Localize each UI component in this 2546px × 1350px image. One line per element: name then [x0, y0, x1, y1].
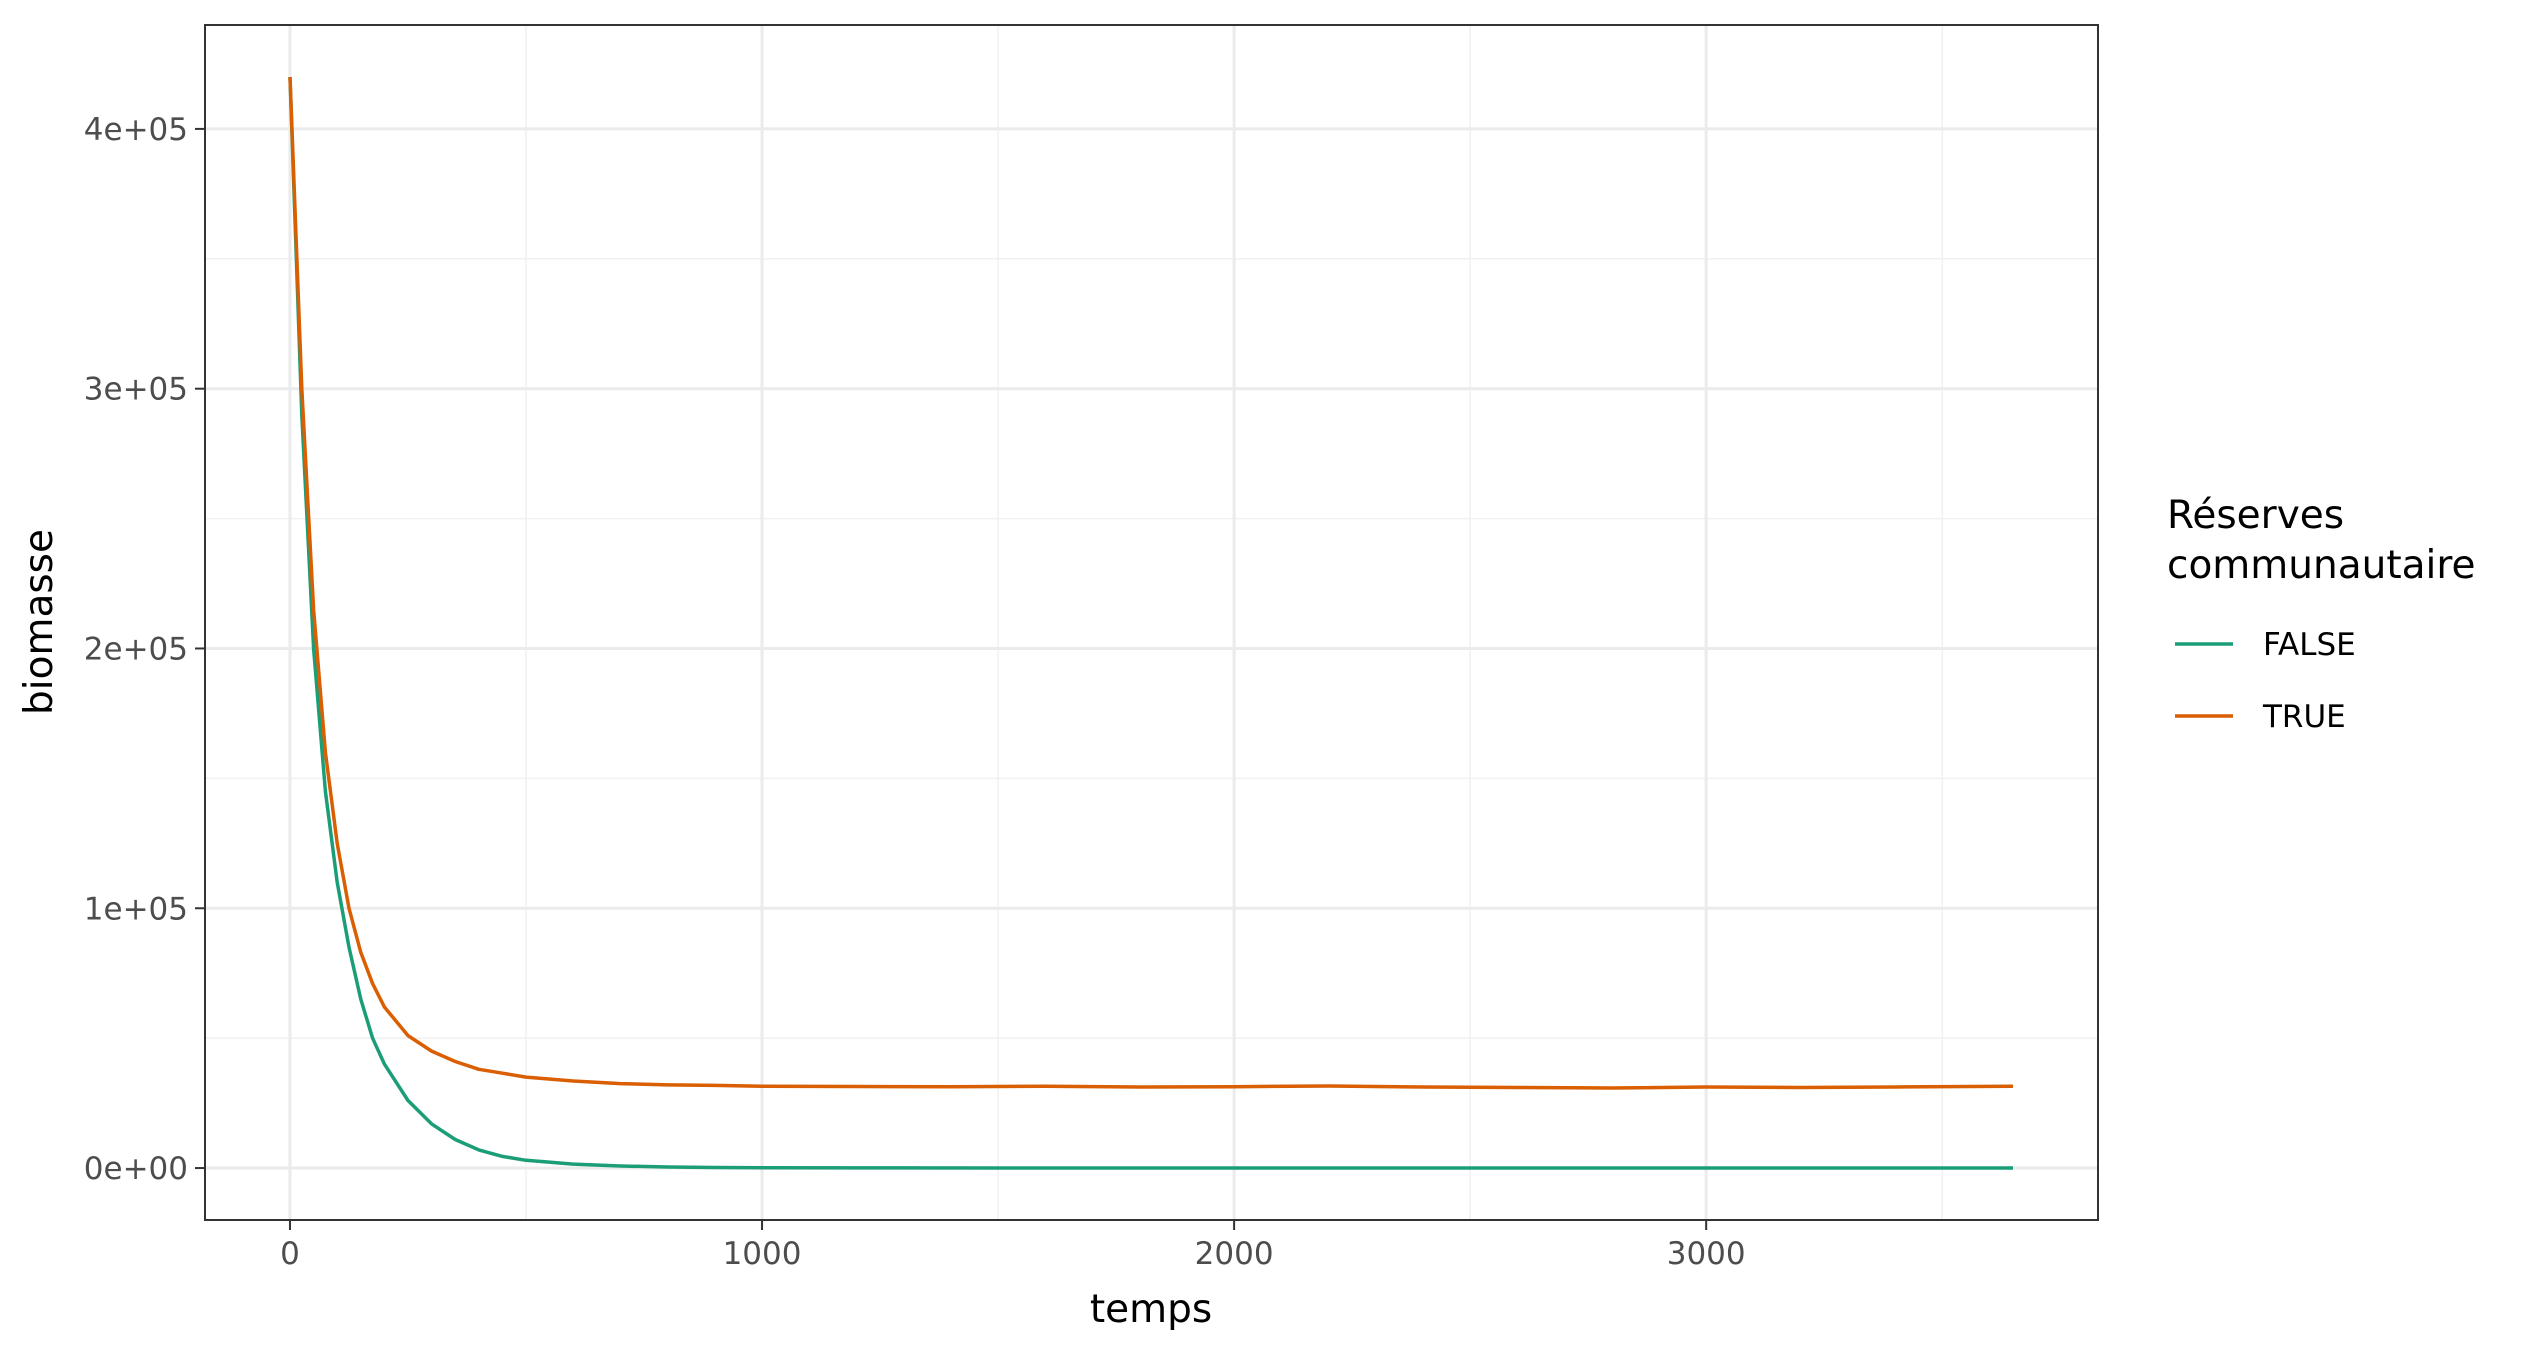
x-axis: 0 1000 2000 3000 [280, 1220, 1746, 1272]
legend-title-line-1: Réserves [2167, 493, 2344, 538]
y-tick-label: 3e+05 [84, 372, 188, 408]
legend-label-false: FALSE [2263, 627, 2356, 663]
y-tick-label: 2e+05 [84, 631, 188, 667]
minor-gridlines [205, 25, 2098, 1220]
x-tick-label: 0 [280, 1236, 300, 1272]
legend: Réserves communautaire FALSE TRUE [2167, 493, 2476, 735]
x-axis-title: temps [1090, 1287, 1212, 1332]
x-tick-label: 2000 [1195, 1236, 1274, 1272]
plot-panel-border [204, 24, 2099, 1221]
x-tick-label: 1000 [723, 1236, 802, 1272]
y-axis: 0e+00 1e+05 2e+05 3e+05 4e+05 [84, 112, 205, 1187]
major-gridlines [205, 25, 2098, 1220]
legend-label-true: TRUE [2262, 699, 2346, 735]
y-tick-label: 0e+00 [84, 1151, 188, 1187]
plot-panel-background [205, 25, 2098, 1220]
x-tick-label: 3000 [1667, 1236, 1746, 1272]
y-tick-label: 1e+05 [84, 891, 188, 927]
legend-keys: FALSE TRUE [2175, 627, 2356, 735]
series-lines [288, 76, 2014, 1170]
legend-title-line-2: communautaire [2167, 543, 2476, 588]
y-tick-label: 4e+05 [84, 112, 188, 148]
series-line-true [288, 76, 2014, 1090]
y-axis-title: biomasse [17, 529, 62, 715]
series-line-false [288, 76, 2013, 1170]
